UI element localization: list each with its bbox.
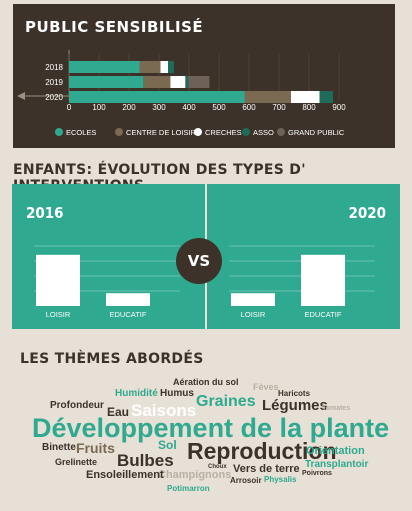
legend-label: ECOLES [66,128,96,137]
word-cloud-term: Arrosoir [230,476,262,485]
bar-segment [69,91,245,103]
x-tick-label: EDUCATIF [305,310,342,319]
word-cloud-term: Humus [160,388,194,399]
word-cloud-term: Eau [107,405,130,419]
word-cloud-term: Bulbes [117,451,174,470]
public-sensibilise-panel: PUBLIC SENSIBILISÉ 2018 2019 2020 0 100 200 30… [13,4,395,148]
word-cloud-term: Tomates [322,405,351,412]
bar-segment [185,76,189,88]
y-tick-label: 2020 [45,93,63,102]
word-cloud-term: Saisons [131,401,197,420]
word-cloud-term: Binette [42,442,76,453]
card-2020: 2020 LOISIR EDUCATIF [207,184,400,329]
word-cloud-term: Humidité [115,388,158,399]
word-cloud: Aération du sol Fèves Humidité Humus Haricot… [0,370,412,511]
word-cloud-term: Profondeur [50,400,104,411]
bar-segment [69,76,144,88]
bar-segment [160,61,168,73]
bar [231,293,275,306]
word-cloud-term: Fèves [253,382,279,392]
bar-segment [188,76,210,88]
bar-segment [69,61,140,73]
axis-arrow-icon [17,92,25,100]
legend-label: ASSO [253,128,274,137]
x-tick-label: LOISIR [46,310,71,319]
legend-dot [115,128,123,136]
bar-segment [319,91,333,103]
word-cloud-term: Graines [196,393,256,410]
bar-chart-2020: LOISIR EDUCATIF [229,245,375,319]
y-tick-label: 2019 [45,78,63,87]
x-tick-label: LOISIR [241,310,266,319]
bar-segment [291,91,320,103]
word-cloud-term: Transplantoir [305,459,369,470]
x-tick-label: 500 [212,103,226,112]
bar-segment [168,61,174,73]
bar-segment [170,76,186,88]
y-tick-label: 2018 [45,63,63,72]
word-cloud-term: Poivrons [302,470,332,477]
word-cloud-term: Orientation [306,445,365,457]
word-cloud-term: Légumes [262,397,328,414]
word-cloud-term: Potimarron [167,484,210,493]
word-cloud-term: Vers de terre [233,463,300,475]
x-tick-label: EDUCATIF [110,310,147,319]
vs-badge: VS [176,238,222,284]
word-cloud-term: Fruits [76,440,115,456]
word-cloud-term: Sol [158,438,177,452]
x-tick-label: 600 [242,103,256,112]
x-tick-label: 100 [92,103,106,112]
bar [36,254,80,306]
x-tick-label: 200 [122,103,136,112]
card-2016: 2016 LOISIR EDUCATIF [12,184,205,329]
x-tick-label: 800 [302,103,316,112]
legend-dot [55,128,63,136]
legend-label: CENTRE DE LOISIR [126,128,197,137]
bar-segment [143,76,171,88]
x-tick-label: 0 [67,103,72,112]
bar-segment [139,61,161,73]
legend-dot [277,128,285,136]
bar [106,293,150,306]
word-cloud-term: Champignons [158,469,232,481]
legend-label: GRAND PUBLIC [288,128,345,137]
public-stacked-bar-chart: 2018 2019 2020 0 100 200 300 400 500 600 700 800 900… [17,50,346,137]
legend-label: CRECHES [205,128,242,137]
bar [301,254,345,306]
legend-dot [242,128,250,136]
x-tick-label: 900 [332,103,346,112]
word-cloud-term: Grelinette [55,457,98,467]
word-cloud-term: Reproduction [187,438,337,464]
year-label-2020: 2020 [348,204,386,222]
x-tick-label: 400 [182,103,196,112]
section-title-themes: LES THÈMES ABORDÉS [20,351,204,367]
word-cloud-term: Développement de la plante [32,413,390,443]
year-label-2016: 2016 [26,204,64,222]
bar-chart-2016: LOISIR EDUCATIF [34,245,180,319]
x-tick-label: 700 [272,103,286,112]
x-tick-label: 300 [152,103,166,112]
word-cloud-term: Choux [208,464,227,470]
word-cloud-term: Ensoleillement [86,469,164,481]
word-cloud-term: Aération du sol [173,377,239,387]
word-cloud-term: Physalis [264,475,297,484]
bar-segment [244,91,291,103]
word-cloud-term: Haricots [278,389,311,398]
section-title-public: PUBLIC SENSIBILISÉ [25,18,204,36]
legend-dot [194,128,202,136]
